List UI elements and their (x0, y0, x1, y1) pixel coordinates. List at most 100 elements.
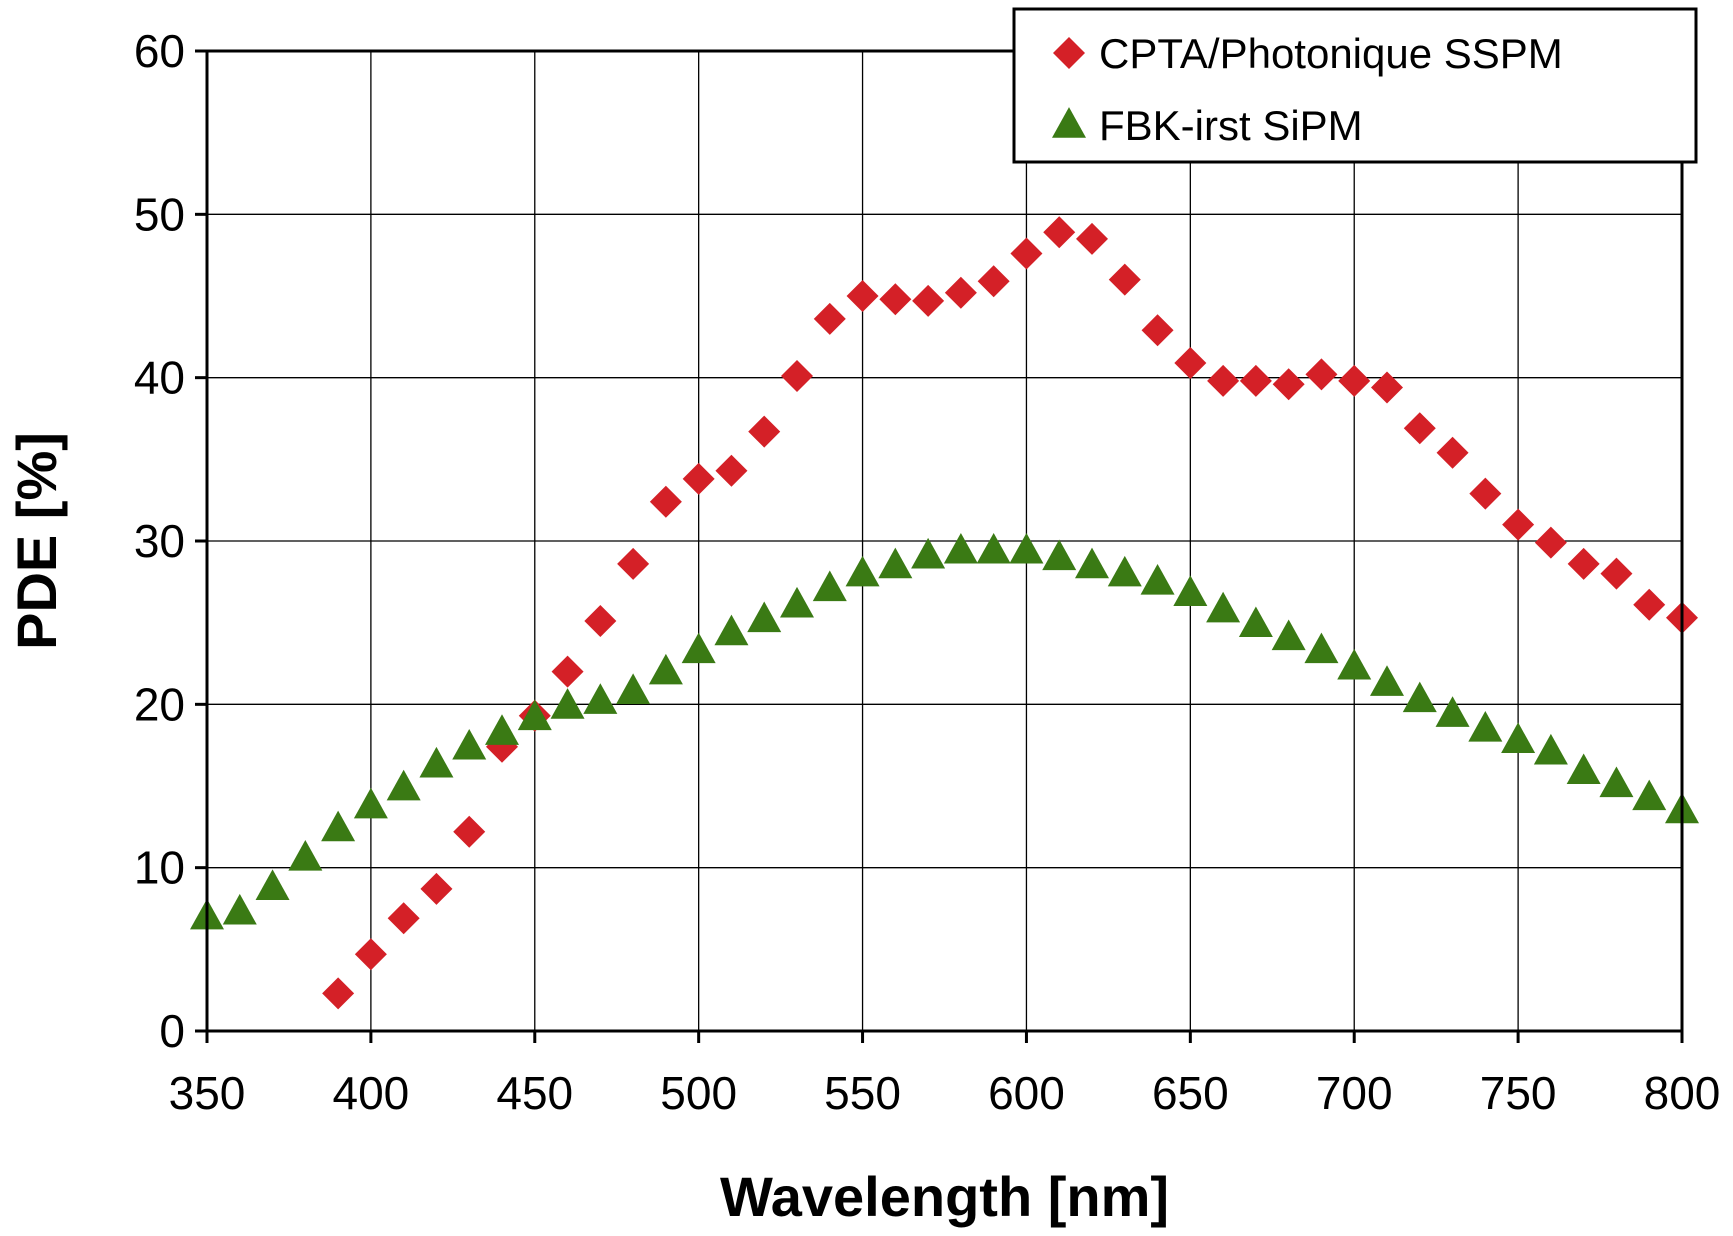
series-1 (322, 216, 1698, 1010)
x-tick-label: 500 (660, 1067, 737, 1119)
triangle-point (485, 714, 519, 745)
triangle-point (1304, 632, 1339, 664)
triangle-point (1533, 733, 1568, 765)
triangle-point (1370, 665, 1404, 696)
triangle-point (1271, 619, 1306, 651)
triangle-point (812, 570, 847, 602)
diamond-point (846, 280, 879, 312)
legend-entry: CPTA/Photonique SSPM (1053, 30, 1563, 77)
triangle-point (1337, 648, 1372, 680)
triangle-point (517, 699, 552, 731)
triangle-point (222, 893, 257, 925)
x-tick-label: 800 (1644, 1067, 1721, 1119)
y-tick-label: 50 (134, 188, 185, 240)
diamond-point (420, 872, 453, 905)
triangle-point (288, 840, 323, 871)
legend: CPTA/Photonique SSPM FBK-irst SiPM (1012, 7, 1698, 164)
legend-label: FBK-irst SiPM (1099, 102, 1363, 149)
diamond-point (715, 454, 748, 487)
x-tick-label: 350 (169, 1067, 246, 1119)
diamond-point (1469, 477, 1502, 510)
triangle-point (1075, 547, 1109, 579)
triangle-point (1632, 779, 1667, 811)
diamond-point (1338, 364, 1371, 397)
triangle-point (714, 614, 749, 646)
x-axis-title: Wavelength [nm] (720, 1165, 1169, 1228)
legend-label: CPTA/Photonique SSPM (1099, 30, 1563, 77)
diamond-point (1207, 364, 1240, 397)
triangle-point (583, 683, 618, 714)
triangle-point (1566, 753, 1601, 785)
diamond-point (1371, 371, 1403, 404)
diamond-point (1010, 237, 1043, 270)
diamond-point (322, 977, 355, 1010)
triangle-point (681, 632, 716, 664)
triangle-point (386, 769, 421, 801)
diamond-point (1436, 436, 1469, 469)
triangle-point (747, 601, 782, 633)
diamond-point (977, 265, 1010, 298)
legend-triangle-marker (1052, 107, 1086, 138)
triangle-point (780, 586, 814, 618)
diamond-point (387, 902, 420, 935)
triangle-point (845, 555, 880, 587)
diamond-point (551, 655, 584, 688)
series-2 (190, 532, 1699, 930)
diamond-point (781, 360, 813, 393)
diamond-point (944, 276, 977, 309)
diamond-point (1076, 222, 1108, 255)
diamond-point (617, 547, 650, 580)
legend-entry: FBK-irst SiPM (1052, 102, 1363, 149)
diamond-point (1141, 314, 1174, 347)
data-series (190, 216, 1699, 1010)
diamond-point (584, 605, 617, 638)
diamond-point (682, 462, 715, 495)
triangle-point (1107, 555, 1142, 587)
triangle-point (943, 532, 978, 564)
x-tick-label: 550 (824, 1067, 901, 1119)
x-tick-label: 700 (1316, 1067, 1393, 1119)
diamond-point (1502, 508, 1535, 541)
y-tick-label: 30 (134, 515, 185, 567)
x-tick-label: 750 (1480, 1067, 1557, 1119)
diamond-point (813, 302, 846, 335)
triangle-point (1140, 563, 1175, 595)
y-axis-title: PDE [%] (5, 432, 68, 650)
triangle-point (1599, 766, 1634, 798)
x-tick-label: 450 (496, 1067, 573, 1119)
triangle-point (1042, 539, 1077, 571)
y-tick-label: 0 (159, 1005, 185, 1057)
triangle-point (976, 532, 1011, 564)
legend-box (1012, 7, 1698, 164)
y-tick-label: 10 (134, 842, 185, 894)
triangle-point (1238, 606, 1273, 638)
diamond-point (1567, 547, 1600, 580)
triangle-point (1009, 532, 1044, 564)
diamond-point (1272, 368, 1305, 401)
diamond-point (1305, 358, 1338, 391)
triangle-point (452, 728, 487, 760)
diamond-point (1534, 526, 1567, 559)
diamond-point (912, 284, 945, 317)
diamond-point (1239, 364, 1272, 397)
diamond-point (649, 485, 682, 518)
x-tick-label: 650 (1152, 1067, 1229, 1119)
tick-labels: 350 400 450 500 550 600 650 700 750 800 0 10 20 30 40 5… (134, 25, 1721, 1119)
diamond-point (354, 938, 387, 971)
y-tick-label: 40 (134, 352, 185, 404)
triangle-point (419, 746, 454, 778)
diamond-point (1043, 216, 1076, 249)
triangle-point (1402, 681, 1437, 713)
triangle-point (1435, 696, 1470, 727)
triangle-point (1206, 591, 1241, 623)
triangle-point (321, 810, 356, 842)
triangle-point (878, 547, 913, 579)
diamond-point (453, 815, 486, 848)
triangle-point (1501, 722, 1536, 754)
x-tick-label: 600 (988, 1067, 1065, 1119)
triangle-point (353, 787, 388, 819)
diamond-point (1174, 346, 1207, 379)
legend-diamond-marker (1053, 37, 1085, 69)
triangle-point (1468, 710, 1503, 742)
